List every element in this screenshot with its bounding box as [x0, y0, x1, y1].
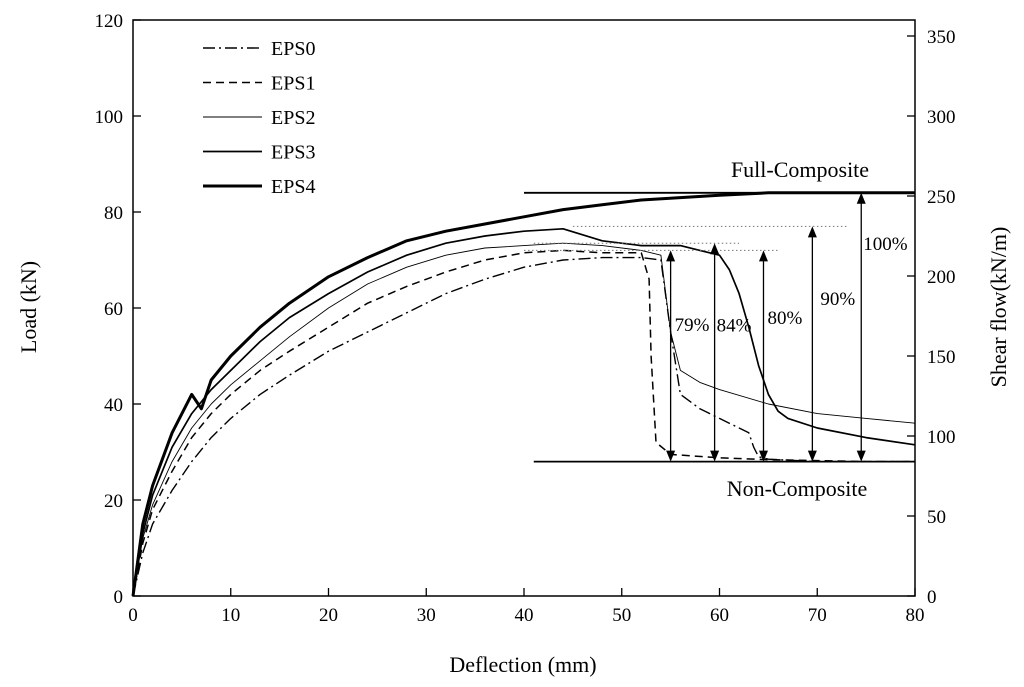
legend-label-eps3: EPS3: [271, 142, 315, 164]
x-tick-label: 40: [515, 605, 534, 626]
series-eps0: [132, 256, 915, 597]
y-tick-label: 40: [104, 395, 123, 416]
x-axis-title: Deflection (mm): [449, 652, 596, 677]
arrow-head: [807, 226, 817, 238]
arrow-head: [758, 450, 768, 462]
arrow-head: [710, 450, 720, 462]
arrow-head: [856, 450, 866, 462]
reference-layer: [524, 191, 915, 463]
y-tick-label: 20: [104, 491, 123, 512]
x-tick-label: 0: [128, 605, 138, 626]
arrow-head: [666, 250, 676, 262]
arrow-head: [666, 450, 676, 462]
y-tick-label: 60: [104, 299, 123, 320]
y2-axis-title: Shear flow(kN/m): [986, 227, 1011, 388]
y2-tick-label: 200: [927, 267, 956, 288]
arrow-head: [758, 250, 768, 262]
x-tick-label: 80: [906, 605, 925, 626]
y2-tick-label: 0: [927, 587, 937, 608]
y-tick-label: 80: [104, 203, 123, 224]
series-eps4: [131, 191, 915, 597]
legend: EPS0 EPS1 EPS2 EPS3 EPS4: [203, 38, 315, 198]
arrow-head: [807, 450, 817, 462]
series-layer: [131, 191, 916, 597]
legend-label-eps4: EPS4: [271, 176, 315, 198]
x-tick-label: 60: [710, 605, 729, 626]
y-tick-label: 100: [95, 107, 124, 128]
y-tick-label: 120: [95, 11, 124, 32]
series-eps2: [132, 242, 916, 597]
y2-tick-label: 350: [927, 27, 956, 48]
arrow-head: [710, 243, 720, 255]
series-eps3: [132, 227, 916, 597]
axis-layer: 0 10 20 30 40 50 60 70 8002040608010012005010015…: [95, 11, 956, 626]
x-tick-label: 70: [808, 605, 827, 626]
full-composite-label: Full-Composite: [731, 157, 869, 182]
x-tick-label: 20: [319, 605, 338, 626]
annotation-layer: 79% 84% 80% 90% 100%: [666, 192, 908, 462]
y2-tick-label: 250: [927, 187, 956, 208]
y-axis-title: Load (kN): [16, 261, 41, 353]
y-tick-label: 0: [114, 587, 124, 608]
non-composite-label: Non-Composite: [727, 476, 868, 501]
x-tick-label: 10: [221, 605, 240, 626]
arrow-head: [856, 192, 866, 204]
y2-tick-label: 50: [927, 507, 946, 528]
series-eps1: [132, 249, 915, 597]
legend-label-eps1: EPS1: [271, 73, 315, 95]
y2-tick-label: 150: [927, 347, 956, 368]
legend-label-eps2: EPS2: [271, 107, 315, 129]
x-tick-label: 30: [417, 605, 436, 626]
annotation-label: 84%: [717, 315, 752, 336]
annotation-label: 80%: [767, 308, 802, 329]
y2-tick-label: 300: [927, 107, 956, 128]
x-tick-label: 50: [612, 605, 631, 626]
annotation-label: 90%: [820, 289, 855, 310]
annotation-label: 79%: [675, 315, 710, 336]
annotation-label: 100%: [863, 234, 908, 255]
legend-label-eps0: EPS0: [271, 38, 315, 60]
y2-tick-label: 100: [927, 427, 956, 448]
